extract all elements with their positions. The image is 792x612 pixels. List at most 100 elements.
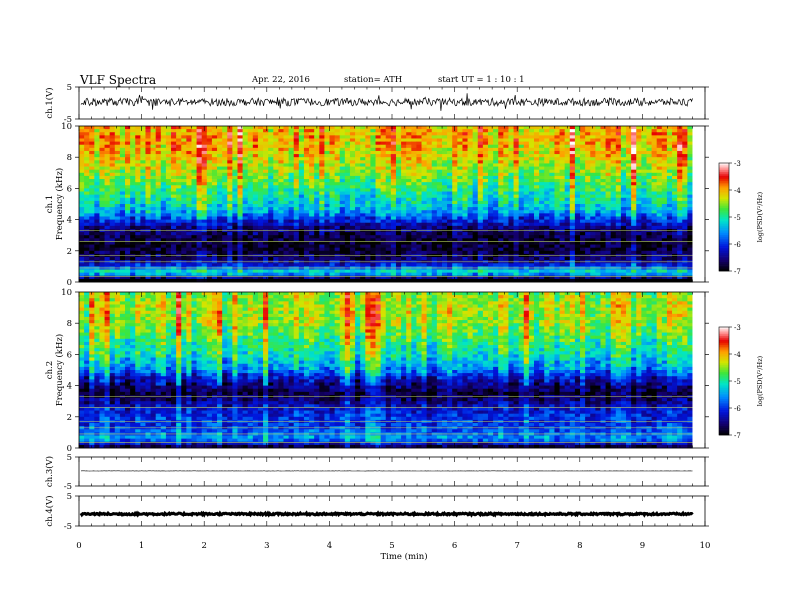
spectrogram-cell: [682, 135, 688, 139]
spectrogram-cell: [564, 247, 571, 252]
spectrogram-cell: [554, 191, 560, 196]
spectrogram-cell: [385, 238, 392, 242]
spectrogram-cell: [365, 160, 371, 164]
spectrogram-cell: [656, 147, 663, 152]
spectrogram-cell: [385, 207, 392, 211]
spectrogram-cell: [160, 163, 167, 167]
spectrogram-cell: [165, 207, 172, 211]
spectrogram-cell: [406, 175, 412, 180]
spectrogram-cell: [319, 182, 325, 186]
spectrogram-cell: [615, 154, 622, 158]
spectrogram-cell: [324, 144, 330, 149]
spectrogram-cell: [314, 250, 320, 255]
spectrogram-cell: [222, 204, 228, 208]
spectrogram-cell: [615, 250, 622, 255]
spectrogram-cell: [237, 166, 243, 171]
spectrogram-cell: [498, 141, 504, 146]
spectrogram-cell: [493, 194, 499, 199]
spectrogram-cell: [232, 216, 238, 220]
spectrogram-cell: [600, 135, 606, 139]
spectrogram-cell: [329, 232, 336, 236]
spectrogram-cell: [441, 172, 448, 177]
spectrogram-cell: [559, 197, 566, 202]
spectrogram-cell: [211, 244, 218, 249]
spectrogram-cell: [257, 204, 264, 208]
spectrogram-cell: [273, 200, 279, 205]
spectrogram-cell: [416, 185, 422, 189]
spectrogram-cell: [94, 247, 100, 252]
spectrogram-cell: [385, 247, 392, 252]
spectrogram-cell: [380, 244, 387, 249]
spectrogram-cell: [79, 238, 85, 242]
spectrogram-cell: [549, 185, 555, 189]
spectrogram-cell: [130, 207, 136, 211]
spectrogram-cell: [217, 141, 223, 146]
spectrogram-cell: [89, 129, 95, 133]
spectrogram-cell: [375, 166, 382, 171]
spectrogram-cell: [651, 185, 658, 189]
spectrogram-cell: [206, 141, 213, 146]
spectrogram-cell: [615, 222, 622, 227]
spectrogram-cell: [631, 250, 637, 255]
spectrogram-cell: [426, 250, 433, 255]
spectrogram-cell: [283, 188, 289, 192]
spectrogram-cell: [523, 169, 530, 174]
spectrogram-cell: [360, 166, 366, 171]
spectrogram-cell: [273, 185, 279, 189]
spectrogram-cell: [487, 210, 494, 214]
spectrogram-cell: [646, 241, 652, 245]
spectrogram-cell: [482, 241, 489, 245]
spectrogram-cell: [672, 157, 678, 161]
spectrogram-cell: [211, 191, 218, 196]
spectrogram-cell: [324, 132, 330, 136]
spectrogram-cell: [636, 191, 642, 196]
spectrogram-cell: [140, 247, 146, 252]
spectrogram-cell: [498, 182, 504, 186]
spectrogram-cell: [160, 157, 167, 161]
spectrogram-cell: [94, 150, 100, 155]
spectrogram-cell: [462, 219, 468, 224]
spectrogram-cell: [104, 129, 111, 133]
spectrogram-cell: [273, 207, 279, 211]
spectrogram-cell: [605, 210, 612, 214]
spectrogram-cell: [217, 135, 223, 139]
spectrogram-cell: [283, 238, 289, 242]
spectrogram-cell: [160, 166, 167, 171]
spectrogram-cell: [278, 232, 284, 236]
spectrogram-cell: [145, 225, 151, 230]
spectrogram-cell: [99, 244, 105, 249]
spectrogram-cell: [687, 160, 693, 164]
spectrogram-cell: [125, 194, 131, 199]
spectrogram-cell: [191, 157, 197, 161]
spectrogram-cell: [672, 250, 678, 255]
spectrogram-cell: [309, 207, 315, 211]
spectrogram-cell: [191, 219, 197, 224]
spectrogram-cell: [165, 169, 172, 174]
spectrogram-cell: [232, 213, 238, 217]
spectrogram-cell: [109, 225, 116, 230]
spectrogram-cell: [360, 126, 366, 130]
spectrogram-cell: [528, 207, 535, 211]
spectrogram-cell: [171, 204, 177, 208]
spectrogram-cell: [401, 185, 407, 189]
spectrogram-cell: [610, 172, 617, 177]
spectrogram-cell: [406, 204, 412, 208]
spectrogram-cell: [406, 238, 412, 242]
spectrogram-cell: [477, 135, 484, 139]
spectrogram-cell: [641, 219, 647, 224]
spectrogram-cell: [104, 213, 111, 217]
spectrogram-cell: [252, 138, 259, 142]
spectrogram-cell: [503, 182, 509, 186]
spectrogram-cell: [503, 179, 509, 183]
spectrogram-cell: [278, 157, 284, 161]
spectrogram-cell: [503, 160, 509, 164]
spectrogram-cell: [222, 200, 228, 205]
spectrogram-cell: [334, 219, 341, 224]
spectrogram-cell: [360, 138, 366, 142]
spectrogram-cell: [176, 197, 182, 202]
spectrogram-cell: [380, 210, 387, 214]
spectrogram-cell: [687, 163, 693, 167]
spectrogram-cell: [380, 222, 387, 227]
spectrogram-cell: [268, 216, 274, 220]
spectrogram-cell: [661, 232, 668, 236]
